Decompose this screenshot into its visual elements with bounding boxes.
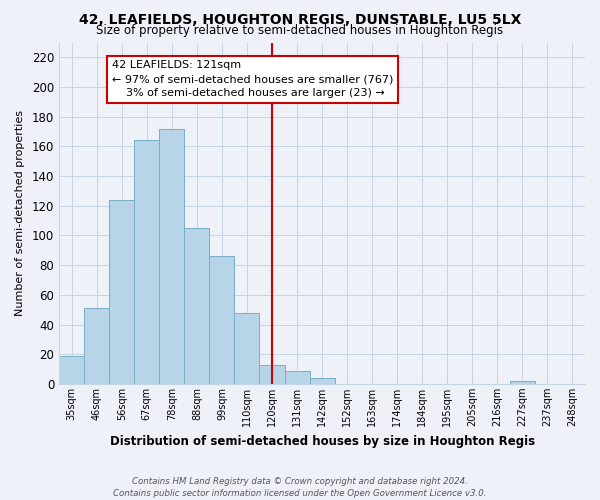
Bar	[510, 381, 535, 384]
Bar	[84, 308, 109, 384]
Bar	[235, 312, 259, 384]
Bar	[160, 128, 184, 384]
Text: Contains HM Land Registry data © Crown copyright and database right 2024.
Contai: Contains HM Land Registry data © Crown c…	[113, 476, 487, 498]
Bar	[284, 370, 310, 384]
Y-axis label: Number of semi-detached properties: Number of semi-detached properties	[15, 110, 25, 316]
Text: 42, LEAFIELDS, HOUGHTON REGIS, DUNSTABLE, LU5 5LX: 42, LEAFIELDS, HOUGHTON REGIS, DUNSTABLE…	[79, 12, 521, 26]
Bar	[209, 256, 235, 384]
Bar	[109, 200, 134, 384]
X-axis label: Distribution of semi-detached houses by size in Houghton Regis: Distribution of semi-detached houses by …	[110, 434, 535, 448]
Bar	[134, 140, 160, 384]
Bar	[259, 364, 284, 384]
Text: Size of property relative to semi-detached houses in Houghton Regis: Size of property relative to semi-detach…	[97, 24, 503, 37]
Text: 42 LEAFIELDS: 121sqm
← 97% of semi-detached houses are smaller (767)
    3% of s: 42 LEAFIELDS: 121sqm ← 97% of semi-detac…	[112, 60, 393, 98]
Bar	[184, 228, 209, 384]
Bar	[59, 356, 84, 384]
Bar	[310, 378, 335, 384]
